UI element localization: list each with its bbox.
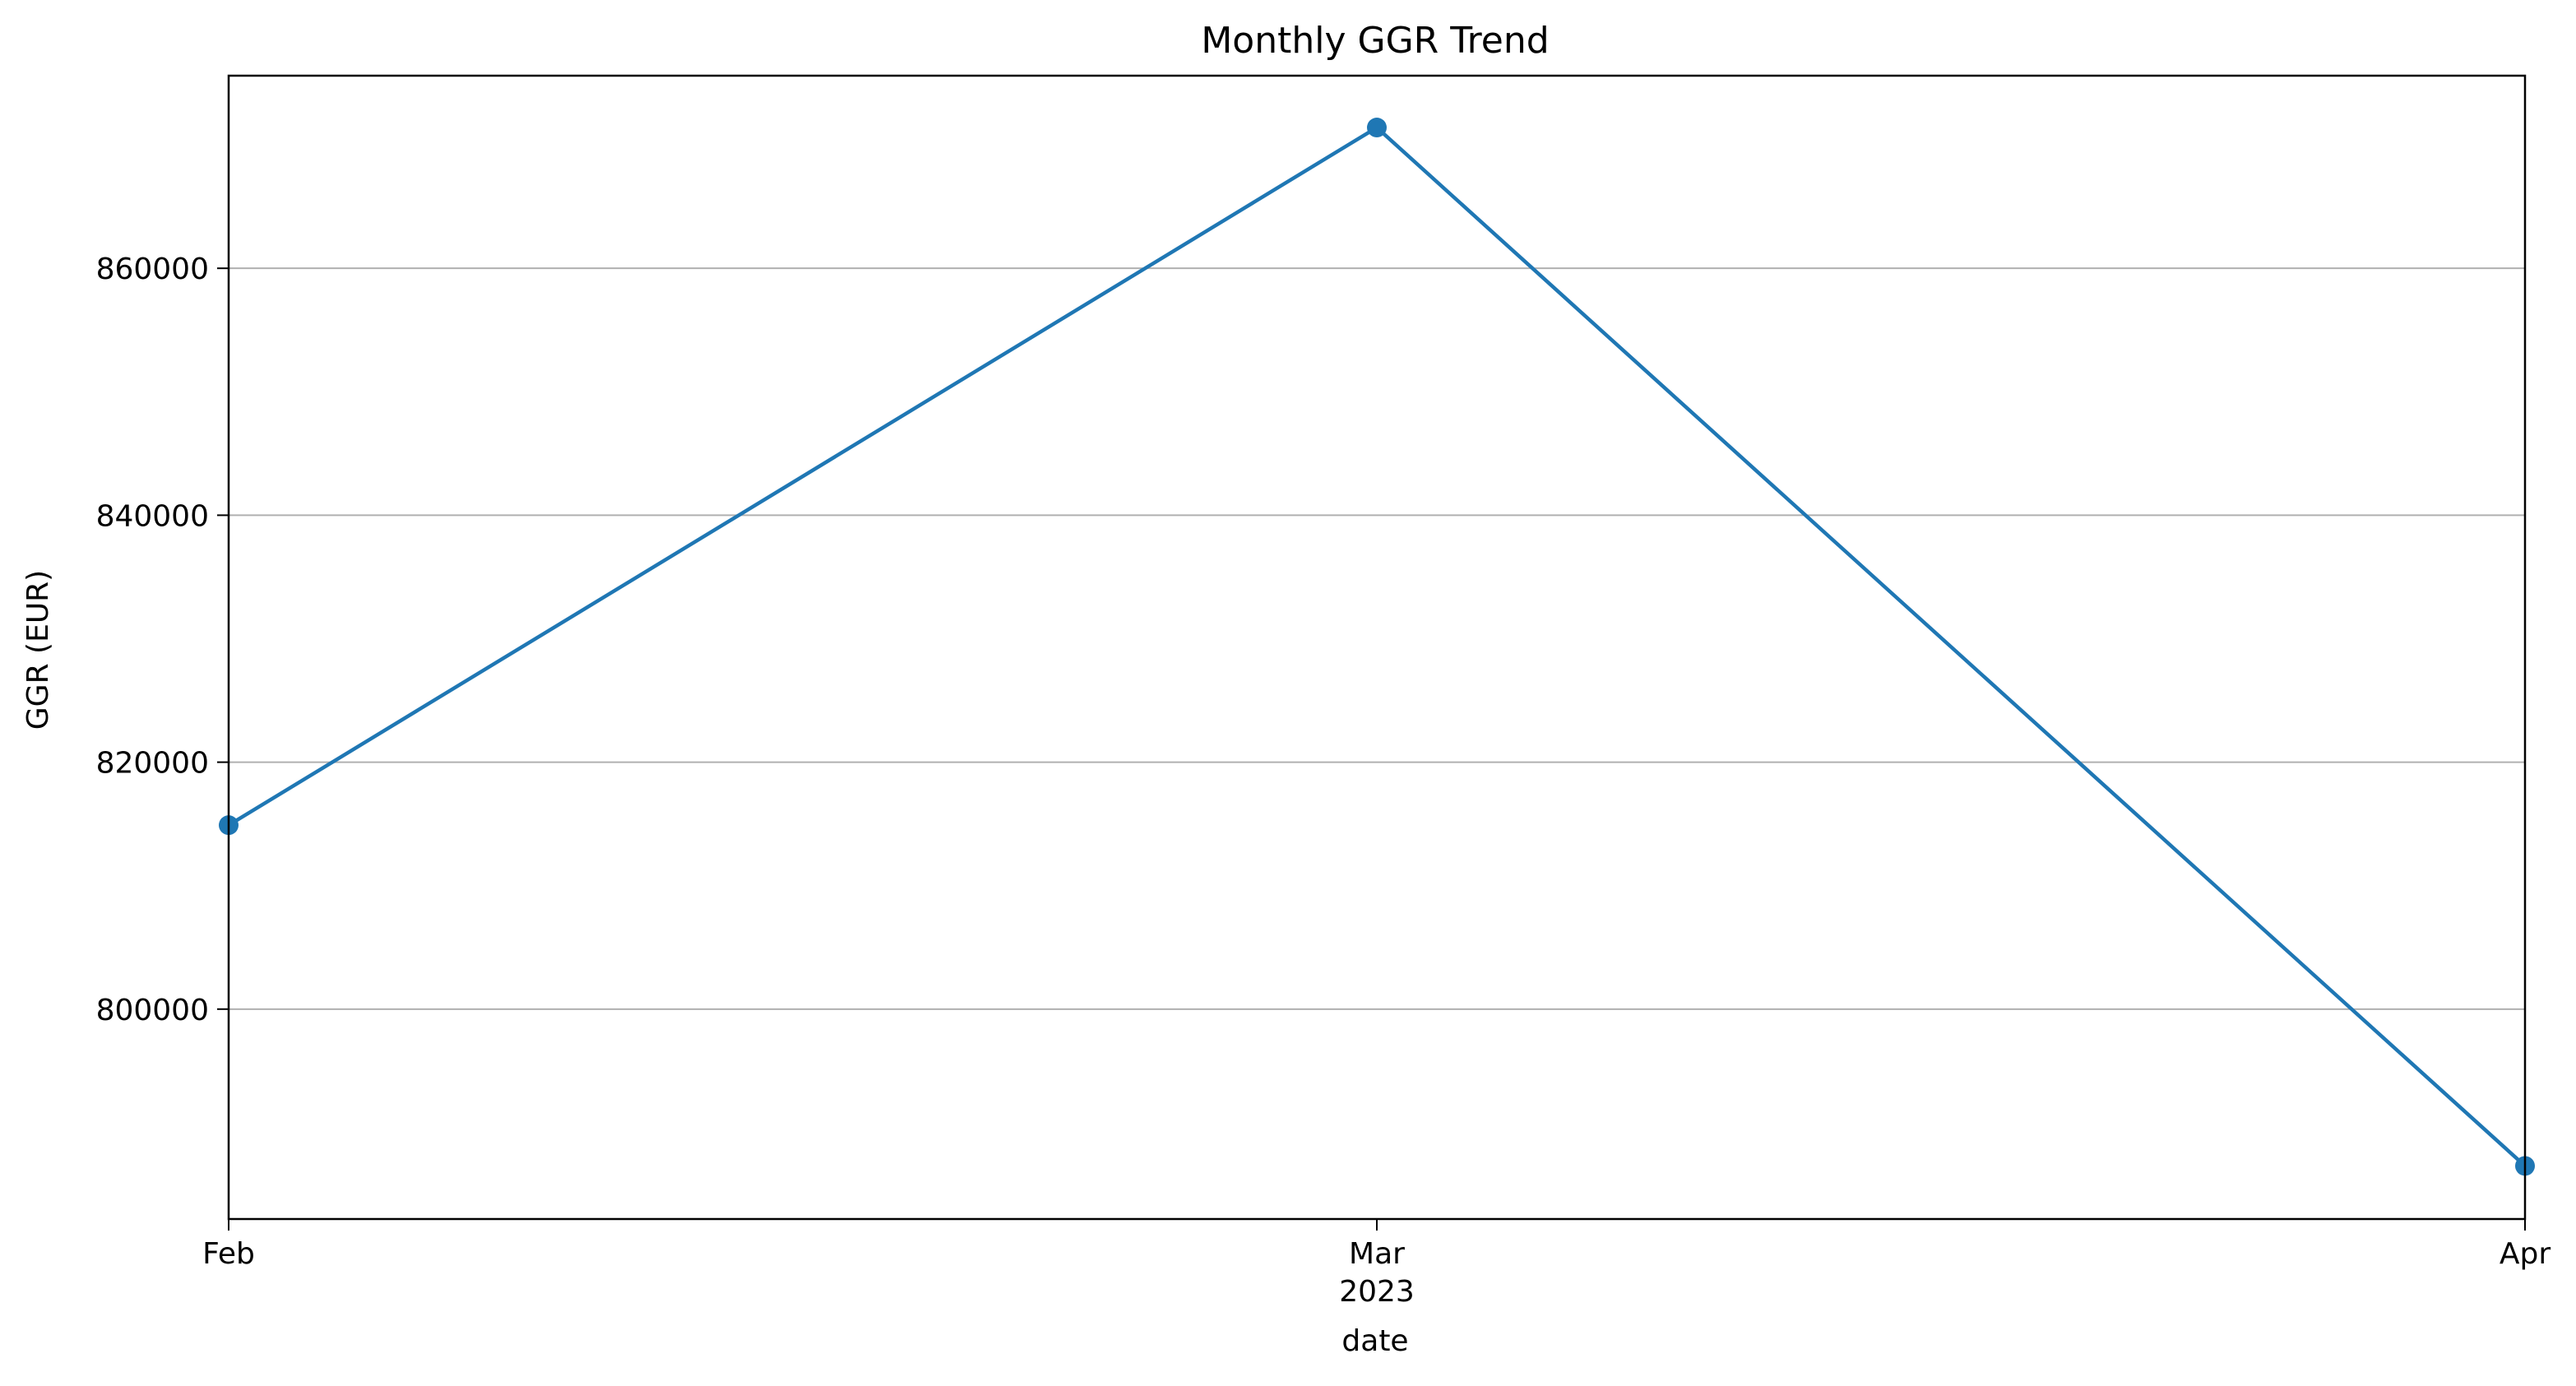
y-tick-label: 840000	[96, 499, 209, 533]
data-point	[1367, 118, 1387, 138]
x-tick-label: Mar	[1349, 1237, 1405, 1271]
x-axis-label: date	[1341, 1324, 1408, 1358]
y-axis-label: GGR (EUR)	[21, 570, 55, 730]
x-tick-label: Feb	[202, 1237, 255, 1271]
ticks: 800000 820000 840000 860000 Feb Mar 2023 Apr	[96, 253, 2551, 1309]
x-tick-label: Apr	[2500, 1237, 2551, 1271]
x-tick-sublabel: 2023	[1339, 1275, 1415, 1309]
y-tick-label: 820000	[96, 747, 209, 781]
y-tick-label: 860000	[96, 253, 209, 286]
gridlines	[229, 267, 2525, 1010]
chart-title: Monthly GGR Trend	[1201, 20, 1549, 62]
y-tick-label: 800000	[96, 994, 209, 1027]
